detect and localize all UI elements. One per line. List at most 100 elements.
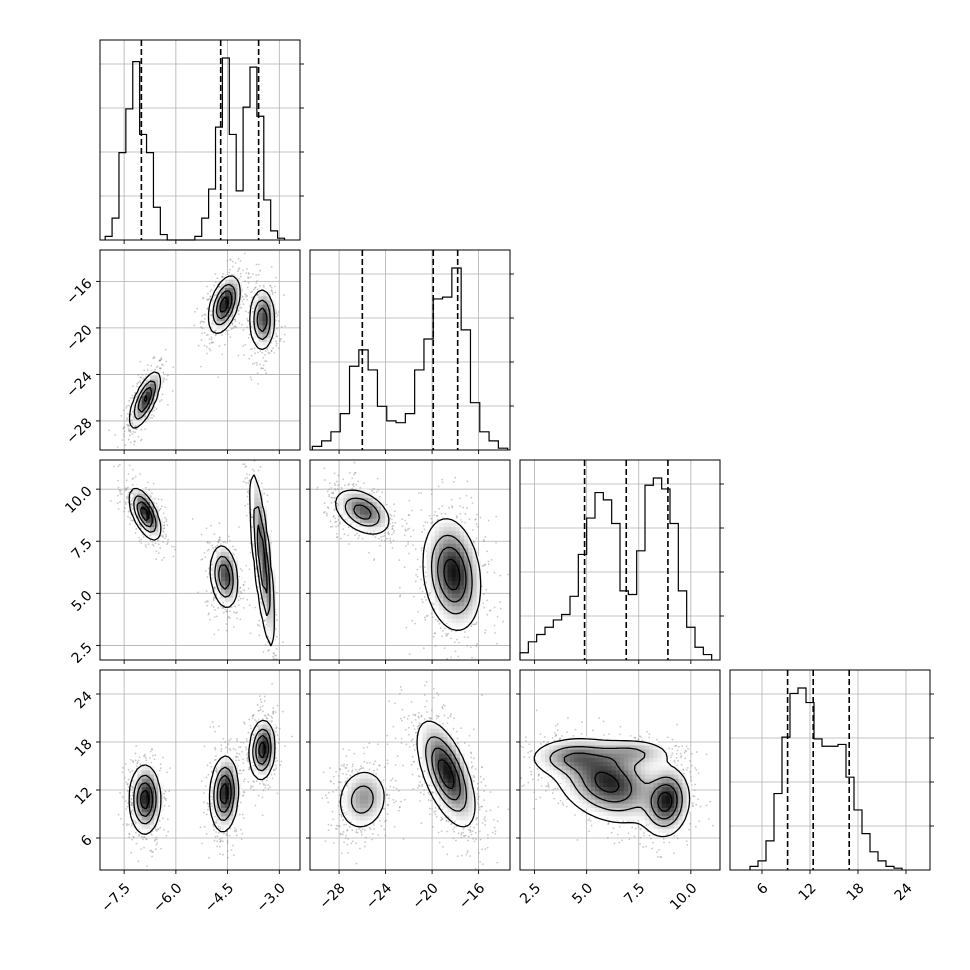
- density-cell: [464, 601, 469, 607]
- sample-point: [225, 623, 228, 626]
- sample-point: [145, 545, 148, 548]
- sample-point: [474, 518, 477, 521]
- sample-point: [127, 491, 130, 494]
- sample-point: [133, 443, 136, 446]
- density-cell: [364, 514, 369, 519]
- sample-point: [144, 428, 147, 431]
- sample-point: [475, 621, 478, 624]
- density-cell: [464, 614, 469, 619]
- density-cell: [154, 379, 159, 384]
- sample-point: [242, 597, 245, 600]
- sample-point: [130, 810, 133, 813]
- sample-point: [323, 479, 326, 481]
- density-cell: [380, 526, 386, 532]
- sample-point: [433, 632, 436, 635]
- histogram-bar: [750, 866, 758, 870]
- density-cell: [266, 547, 272, 553]
- sample-point: [131, 780, 134, 782]
- sample-point: [392, 531, 395, 534]
- sample-point: [481, 565, 484, 567]
- density-cell: [254, 535, 259, 540]
- sample-point: [131, 422, 134, 424]
- density-cell: [455, 601, 461, 607]
- density-cell: [460, 585, 465, 590]
- sample-point: [465, 661, 467, 663]
- sample-point: [249, 632, 252, 635]
- density-cell: [233, 300, 238, 305]
- sample-point: [454, 650, 457, 653]
- sample-point: [486, 613, 489, 616]
- sample-point: [387, 532, 390, 535]
- sample-point: [210, 338, 213, 341]
- density-cell: [229, 291, 234, 297]
- sample-point: [246, 268, 248, 270]
- sample-point: [237, 354, 240, 357]
- histogram-bar: [528, 642, 536, 660]
- sample-point: [221, 334, 223, 336]
- sample-point: [248, 357, 251, 360]
- sample-point: [131, 396, 134, 399]
- density-cell: [472, 593, 478, 598]
- sample-point: [163, 377, 166, 380]
- density-cell: [443, 555, 448, 561]
- density-cell: [254, 480, 259, 486]
- sample-point: [256, 623, 259, 626]
- sample-point: [158, 359, 161, 362]
- density-cell: [430, 535, 436, 540]
- density-cell: [455, 535, 461, 540]
- sample-point: [165, 518, 168, 521]
- density-cell: [137, 395, 143, 401]
- density-cell: [270, 320, 276, 326]
- density-cell: [133, 400, 138, 405]
- sample-point: [441, 505, 444, 507]
- histogram-bar: [687, 627, 695, 660]
- sample-point: [127, 515, 129, 518]
- density-cell: [451, 576, 457, 582]
- sample-point: [333, 482, 336, 485]
- sample-point: [134, 475, 137, 478]
- sample-point: [283, 340, 285, 343]
- sample-point: [493, 606, 496, 609]
- density-cell: [460, 539, 465, 544]
- sample-point: [476, 525, 479, 528]
- density-cell: [133, 489, 138, 494]
- density-cell: [254, 526, 259, 532]
- sample-point: [204, 556, 207, 559]
- density-cell: [468, 597, 473, 603]
- density-cell: [372, 514, 378, 519]
- density-cell: [451, 568, 457, 573]
- density-cell: [225, 295, 230, 301]
- density-cell: [137, 518, 143, 523]
- sample-point: [133, 820, 136, 823]
- sample-point: [369, 531, 372, 534]
- sample-point: [219, 536, 221, 539]
- density-cell: [254, 329, 259, 334]
- sample-point: [336, 504, 339, 507]
- sample-point: [264, 360, 266, 363]
- histogram-bar: [105, 236, 112, 240]
- density-cell: [220, 300, 226, 305]
- sample-point: [275, 311, 278, 314]
- sample-point: [440, 512, 443, 515]
- sample-point: [352, 485, 355, 488]
- sample-point: [436, 514, 439, 517]
- sample-point: [122, 766, 124, 769]
- sample-point: [249, 276, 252, 279]
- density-cell: [262, 329, 268, 334]
- sample-point: [159, 547, 162, 549]
- panel-frame: [309, 459, 511, 661]
- density-cell: [258, 526, 263, 532]
- sample-point: [151, 754, 154, 757]
- histogram-bar: [424, 339, 433, 450]
- sample-point: [257, 273, 260, 276]
- sample-point: [337, 474, 340, 477]
- sample-point: [242, 295, 244, 298]
- density-cell: [220, 551, 226, 557]
- density-cell: [262, 287, 268, 293]
- sample-point: [245, 446, 247, 448]
- sample-point: [130, 519, 133, 522]
- density-cell: [270, 601, 276, 607]
- density-cell: [150, 387, 155, 393]
- density-cell: [254, 493, 259, 498]
- density-cell: [351, 514, 357, 519]
